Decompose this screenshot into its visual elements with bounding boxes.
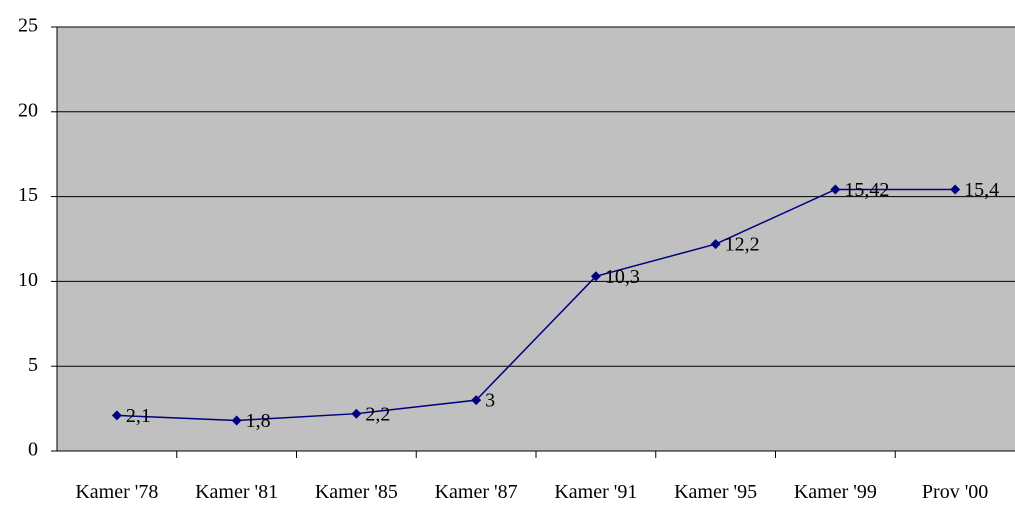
y-tick-label: 0: [28, 439, 38, 461]
marker: [590, 271, 601, 282]
data-label: 2,2: [365, 403, 390, 425]
plot-area: [57, 27, 1015, 451]
x-tick-label: Kamer '91: [554, 481, 638, 503]
line: [116, 188, 956, 422]
data-label: 12,2: [725, 234, 760, 256]
x-tick-label: Kamer '87: [434, 481, 518, 503]
data-label: 1,8: [246, 410, 271, 432]
y-tick-label: 10: [18, 269, 38, 291]
y-tick-label: 25: [18, 15, 38, 37]
marker: [950, 184, 961, 195]
data-label: 15,42: [844, 179, 889, 201]
x-tick-label: Kamer '78: [75, 481, 159, 503]
x-tick-label: Kamer '85: [314, 481, 398, 503]
y-tick-label: 5: [28, 354, 38, 376]
x-tick-label: Kamer '99: [793, 481, 877, 503]
marker: [830, 184, 841, 195]
y-tick-label: 20: [18, 99, 38, 121]
marker: [351, 408, 362, 419]
marker: [710, 239, 721, 250]
data-label: 10,3: [605, 266, 640, 288]
y-tick-label: 15: [18, 184, 38, 206]
x-tick-label: Prov '00: [921, 481, 989, 503]
marker: [231, 415, 242, 426]
data-label: 15,4: [964, 179, 999, 201]
data-label: 3: [485, 390, 495, 412]
data-label: 2,1: [126, 405, 151, 427]
marker: [471, 395, 482, 406]
x-tick-label: Kamer '95: [674, 481, 758, 503]
x-tick-label: Kamer '81: [195, 481, 279, 503]
marker: [111, 410, 122, 421]
